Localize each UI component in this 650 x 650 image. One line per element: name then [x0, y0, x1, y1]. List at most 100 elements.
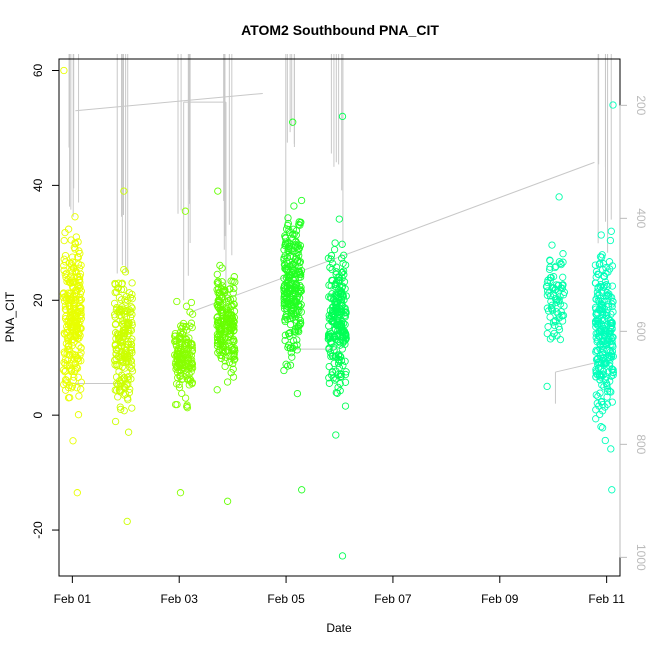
data-point — [555, 325, 564, 334]
data-point — [67, 289, 75, 297]
data-point — [120, 407, 128, 415]
data-point — [337, 319, 345, 328]
data-point — [596, 319, 604, 327]
data-point — [609, 298, 617, 306]
data-point — [338, 112, 347, 121]
data-point — [61, 305, 70, 313]
data-point — [60, 380, 68, 389]
data-point — [336, 387, 344, 395]
data-point — [181, 394, 190, 402]
data-point — [600, 273, 609, 281]
data-point — [603, 393, 611, 401]
data-point — [552, 262, 560, 271]
data-point — [556, 335, 565, 344]
data-point — [289, 225, 298, 233]
data-point — [172, 342, 181, 350]
data-point — [291, 261, 299, 269]
data-point — [297, 196, 306, 205]
data-point — [66, 393, 74, 402]
data-point — [592, 406, 600, 414]
data-point — [222, 353, 230, 361]
data-point — [74, 373, 82, 381]
x-tick-label: Feb 11 — [588, 592, 625, 606]
data-point — [70, 373, 78, 381]
x-tick-label: Feb 03 — [161, 592, 199, 606]
data-point — [213, 313, 222, 321]
data-point — [172, 380, 181, 388]
data-point — [128, 335, 136, 343]
data-point — [60, 236, 68, 245]
data-point — [77, 307, 85, 315]
data-point — [331, 239, 339, 247]
data-point — [337, 322, 346, 331]
data-point — [111, 361, 119, 369]
data-point — [337, 287, 346, 296]
data-point — [221, 347, 230, 355]
data-point — [608, 262, 617, 270]
data-point — [293, 336, 301, 344]
data-point — [177, 335, 185, 343]
data-point — [328, 290, 336, 298]
data-point — [227, 302, 235, 311]
data-point — [69, 293, 78, 301]
data-point — [338, 291, 346, 300]
data-point — [213, 278, 221, 287]
data-point — [287, 307, 295, 315]
data-point — [64, 328, 72, 337]
data-point — [340, 271, 348, 279]
data-point — [336, 370, 345, 379]
data-point — [111, 417, 120, 426]
data-point — [122, 381, 131, 389]
data-point — [325, 322, 333, 330]
data-point — [598, 307, 607, 316]
data-point — [116, 338, 124, 347]
data-point — [281, 240, 290, 248]
data-point — [283, 283, 291, 292]
data-point — [603, 379, 611, 388]
data-point — [179, 328, 188, 336]
data-point — [187, 356, 196, 364]
data-point — [549, 290, 558, 298]
data-point — [342, 334, 350, 343]
data-point — [282, 310, 291, 319]
data-point — [602, 269, 610, 277]
data-point — [329, 343, 337, 351]
data-point — [296, 219, 305, 227]
data-point — [217, 309, 226, 317]
data-point — [286, 271, 294, 280]
data-point — [331, 335, 340, 343]
data-point — [288, 353, 296, 361]
data-point — [230, 350, 238, 358]
data-point — [65, 381, 73, 390]
data-point — [124, 296, 132, 304]
data-point — [603, 346, 611, 354]
data-point — [173, 368, 182, 377]
data-point — [214, 187, 222, 195]
data-point — [597, 423, 605, 431]
data-point — [559, 281, 567, 289]
data-point — [72, 351, 80, 360]
data-point — [332, 268, 340, 276]
y-tick-label: 20 — [31, 293, 45, 307]
data-point — [591, 261, 600, 269]
data-point — [69, 326, 77, 335]
data-point — [327, 251, 336, 260]
secondary-y-axis: 200 400 600 800 1000 — [619, 95, 648, 571]
profile-line — [75, 92, 263, 112]
y-tick-label: 0 — [31, 411, 45, 418]
data-point — [286, 295, 294, 304]
data-point — [62, 306, 70, 314]
data-point — [549, 318, 558, 326]
data-point — [188, 310, 197, 318]
data-point — [230, 284, 238, 293]
data-point — [607, 293, 616, 302]
data-point — [601, 339, 610, 347]
data-point — [124, 428, 133, 436]
data-point — [330, 333, 338, 342]
data-point — [227, 325, 236, 333]
data-point — [327, 293, 335, 301]
data-point — [543, 287, 552, 295]
data-point — [68, 382, 77, 390]
data-point — [543, 329, 551, 338]
y-tick-label: -20 — [31, 521, 45, 539]
